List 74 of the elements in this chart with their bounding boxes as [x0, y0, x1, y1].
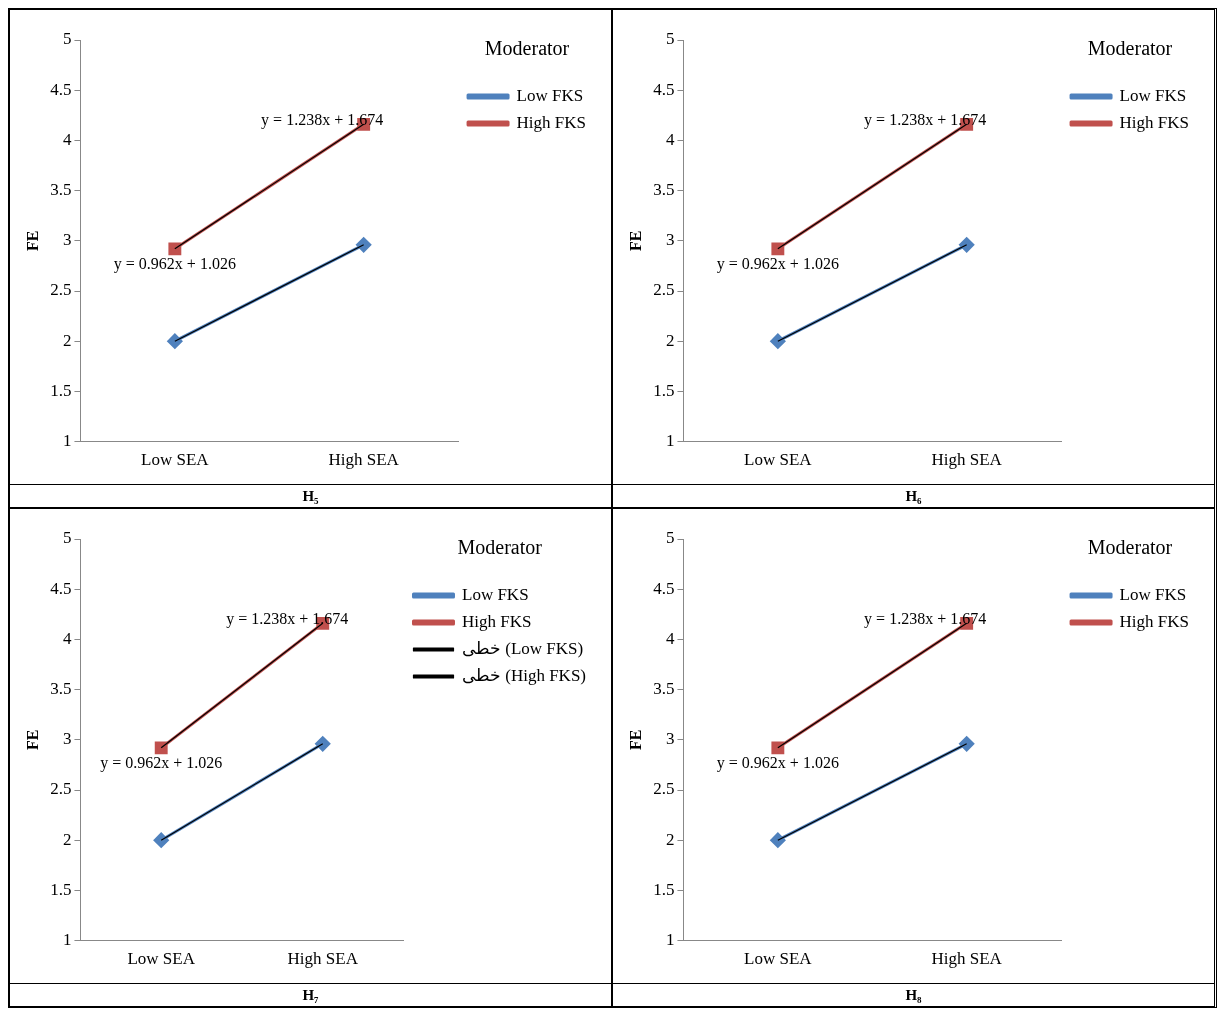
y-axis-title: FE [23, 230, 41, 252]
y-tick-label: 2 [62, 829, 71, 849]
legend-label: خطی (High FKS) [461, 665, 586, 685]
y-tick-label: 4.5 [652, 578, 674, 598]
text: H₇ [10, 983, 611, 1006]
y-tick-label: 4 [665, 129, 675, 149]
y-tick-label: 5 [665, 528, 674, 548]
y-tick-label: 2.5 [652, 779, 674, 799]
y-tick-label: 1.5 [652, 380, 674, 400]
y-tick-label: 5 [62, 528, 71, 548]
legend-title: Moderator [1087, 37, 1173, 60]
y-tick-label: 3.5 [652, 180, 674, 200]
x-tick-label: Low SEA [743, 949, 812, 969]
annotation: y = 1.238x + 1.674 [863, 609, 986, 628]
y-tick-label: 5 [62, 29, 71, 49]
legend-label: High FKS [1119, 611, 1189, 631]
y-tick-label: 2.5 [49, 779, 71, 799]
annotation: y = 0.962x + 1.026 [113, 255, 236, 274]
y-tick-label: 1 [665, 930, 674, 950]
y-tick-label: 3 [62, 729, 71, 749]
y-axis-title: FE [626, 230, 644, 252]
annotation: y = 0.962x + 1.026 [716, 255, 839, 274]
legend-label: High FKS [516, 112, 586, 132]
legend-title: Moderator [457, 536, 542, 559]
y-tick-label: 5 [665, 29, 674, 49]
x-tick-label: High SEA [930, 450, 1003, 470]
y-tick-label: 4 [62, 628, 72, 648]
y-tick-label: 4 [665, 628, 675, 648]
y-tick-label: 2 [665, 330, 674, 350]
x-tick-label: High SEA [930, 949, 1003, 969]
y-tick-label: 2 [665, 829, 674, 849]
y-tick-label: 4.5 [652, 79, 674, 99]
y-axis-title: FE [23, 729, 41, 751]
legend-label: High FKS [461, 611, 531, 631]
y-tick-label: 4 [62, 129, 72, 149]
y-tick-label: 3.5 [652, 679, 674, 699]
text: H₆ [613, 484, 1214, 507]
y-tick-label: 2.5 [652, 280, 674, 300]
y-tick-label: 2 [62, 330, 71, 350]
y-axis-title: FE [626, 729, 644, 751]
legend-label: خطی (Low FKS) [461, 638, 583, 658]
legend-label: High FKS [1119, 112, 1189, 132]
annotation: y = 0.962x + 1.026 [716, 754, 839, 773]
y-tick-label: 3.5 [49, 180, 71, 200]
y-tick-label: 3 [62, 230, 71, 250]
y-tick-label: 1 [62, 431, 71, 451]
y-tick-label: 2.5 [49, 280, 71, 300]
x-tick-label: Low SEA [140, 450, 209, 470]
legend-label: Low FKS [1119, 85, 1186, 105]
x-tick-label: High SEA [327, 450, 400, 470]
text: H₈ [613, 983, 1214, 1006]
annotation: y = 1.238x + 1.674 [260, 110, 383, 129]
legend-title: Moderator [1087, 536, 1173, 559]
x-tick-label: Low SEA [743, 450, 812, 470]
y-tick-label: 1 [62, 930, 71, 950]
y-tick-label: 1.5 [49, 380, 71, 400]
legend-label: Low FKS [1119, 584, 1186, 604]
text: H₅ [10, 484, 611, 507]
annotation: y = 0.962x + 1.026 [99, 754, 222, 773]
y-tick-label: 1 [665, 431, 674, 451]
legend-label: Low FKS [461, 584, 529, 604]
y-tick-label: 1.5 [49, 879, 71, 899]
y-tick-label: 1.5 [652, 879, 674, 899]
x-tick-label: Low SEA [126, 949, 196, 969]
legend-title: Moderator [484, 37, 570, 60]
annotation: y = 1.238x + 1.674 [863, 110, 986, 129]
legend-label: Low FKS [516, 85, 583, 105]
y-tick-label: 3 [665, 230, 674, 250]
y-tick-label: 3.5 [49, 679, 71, 699]
y-tick-label: 4.5 [49, 79, 71, 99]
x-tick-label: High SEA [287, 949, 359, 969]
y-tick-label: 3 [665, 729, 674, 749]
annotation: y = 1.238x + 1.674 [225, 609, 348, 628]
y-tick-label: 4.5 [49, 578, 71, 598]
